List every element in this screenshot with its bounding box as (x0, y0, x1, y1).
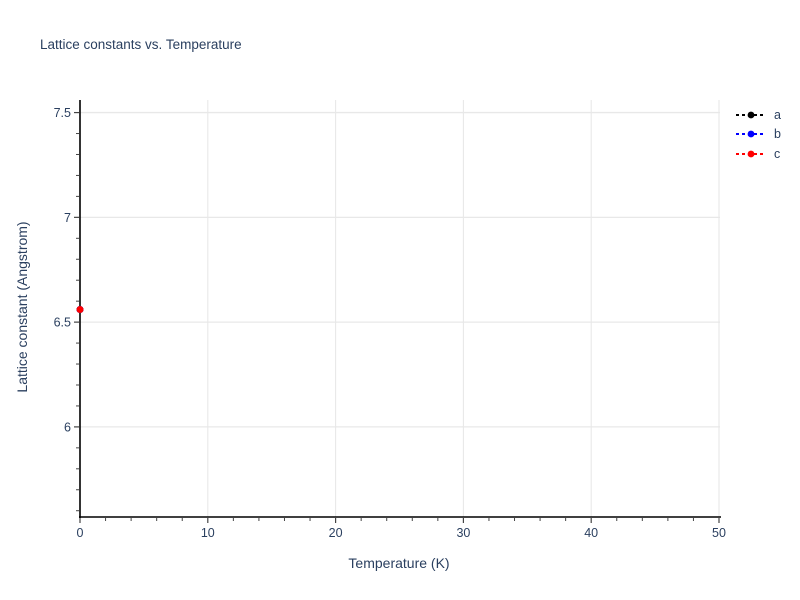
legend-dot (747, 150, 755, 158)
x-tick-label-30: 30 (456, 526, 470, 540)
x-tick-label-40: 40 (584, 526, 598, 540)
legend-item-a[interactable]: a (735, 105, 781, 125)
data-point-c-0[interactable] (76, 306, 84, 314)
legend-marker-a (736, 111, 766, 119)
x-tick-label-10: 10 (201, 526, 215, 540)
legend-label-c: c (774, 146, 781, 161)
y-tick-label-6: 6 (64, 420, 71, 434)
y-tick-label-7.5: 7.5 (54, 106, 71, 120)
legend-label-a: a (774, 107, 781, 122)
chart-title: Lattice constants vs. Temperature (40, 37, 242, 52)
y-axis-title: Lattice constant (Angstrom) (14, 221, 30, 393)
legend-dot (747, 130, 755, 138)
x-axis-title: Temperature (K) (348, 555, 450, 571)
x-tick-label-50: 50 (712, 526, 726, 540)
legend-item-c[interactable]: c (735, 144, 781, 164)
legend-marker-c (736, 150, 766, 158)
legend-item-b[interactable]: b (735, 125, 781, 145)
x-tick-label-20: 20 (329, 526, 343, 540)
y-tick-label-6.5: 6.5 (54, 316, 71, 330)
legend-dot (747, 111, 755, 119)
legend-label-b: b (774, 127, 781, 142)
x-tick-label-0: 0 (77, 526, 84, 540)
legend-marker-b (736, 130, 766, 138)
y-tick-label-7: 7 (64, 211, 71, 225)
